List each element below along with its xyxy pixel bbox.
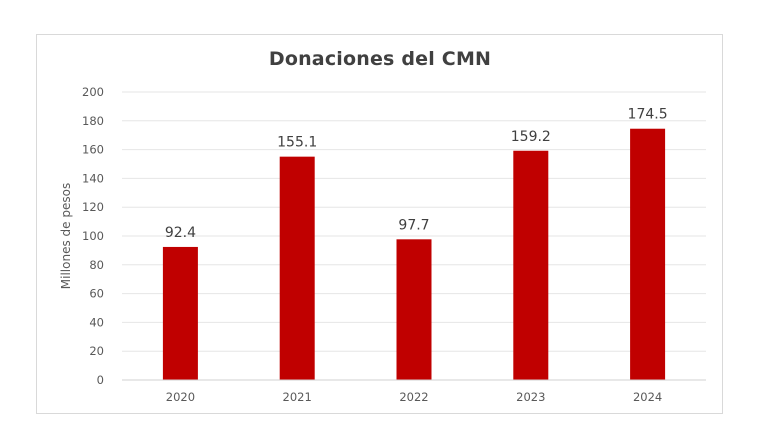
x-tick-label-2021: 2021 bbox=[283, 390, 312, 404]
bar-2024 bbox=[630, 128, 666, 380]
x-axis-ticks: 2020 2021 2022 2023 2024 bbox=[166, 390, 662, 404]
y-tick-label: 160 bbox=[82, 143, 104, 157]
bar-2022 bbox=[396, 239, 432, 380]
data-label-2020: 92.4 bbox=[165, 225, 196, 241]
y-tick-label: 60 bbox=[89, 287, 104, 301]
y-tick-label: 0 bbox=[97, 373, 104, 387]
data-labels: 92.4 155.1 97.7 159.2 174.5 bbox=[165, 107, 668, 241]
y-tick-label: 20 bbox=[89, 344, 104, 358]
y-tick-label: 40 bbox=[89, 315, 104, 329]
y-axis-title: Millones de pesos bbox=[59, 183, 73, 289]
bars bbox=[162, 128, 666, 380]
bar-2020 bbox=[162, 246, 198, 380]
chart-frame bbox=[36, 34, 723, 414]
y-tick-label: 80 bbox=[89, 258, 104, 272]
y-tick-label: 100 bbox=[82, 229, 104, 243]
y-tick-label: 200 bbox=[82, 85, 104, 99]
y-tick-label: 140 bbox=[82, 171, 104, 185]
y-tick-label: 180 bbox=[82, 114, 104, 128]
data-label-2021: 155.1 bbox=[277, 135, 317, 151]
y-axis-ticks: 0 20 40 60 80 100 120 140 160 180 200 bbox=[82, 85, 104, 387]
data-label-2023: 159.2 bbox=[511, 129, 551, 145]
x-tick-label-2022: 2022 bbox=[399, 390, 428, 404]
x-tick-label-2024: 2024 bbox=[633, 390, 662, 404]
bar-2023 bbox=[513, 150, 549, 380]
x-tick-label-2020: 2020 bbox=[166, 390, 195, 404]
data-label-2022: 97.7 bbox=[398, 217, 429, 233]
y-tick-label: 120 bbox=[82, 200, 104, 214]
bar-2021 bbox=[279, 156, 315, 380]
data-label-2024: 174.5 bbox=[628, 107, 668, 123]
chart-title: Donaciones del CMN bbox=[268, 48, 492, 70]
x-tick-label-2023: 2023 bbox=[516, 390, 545, 404]
